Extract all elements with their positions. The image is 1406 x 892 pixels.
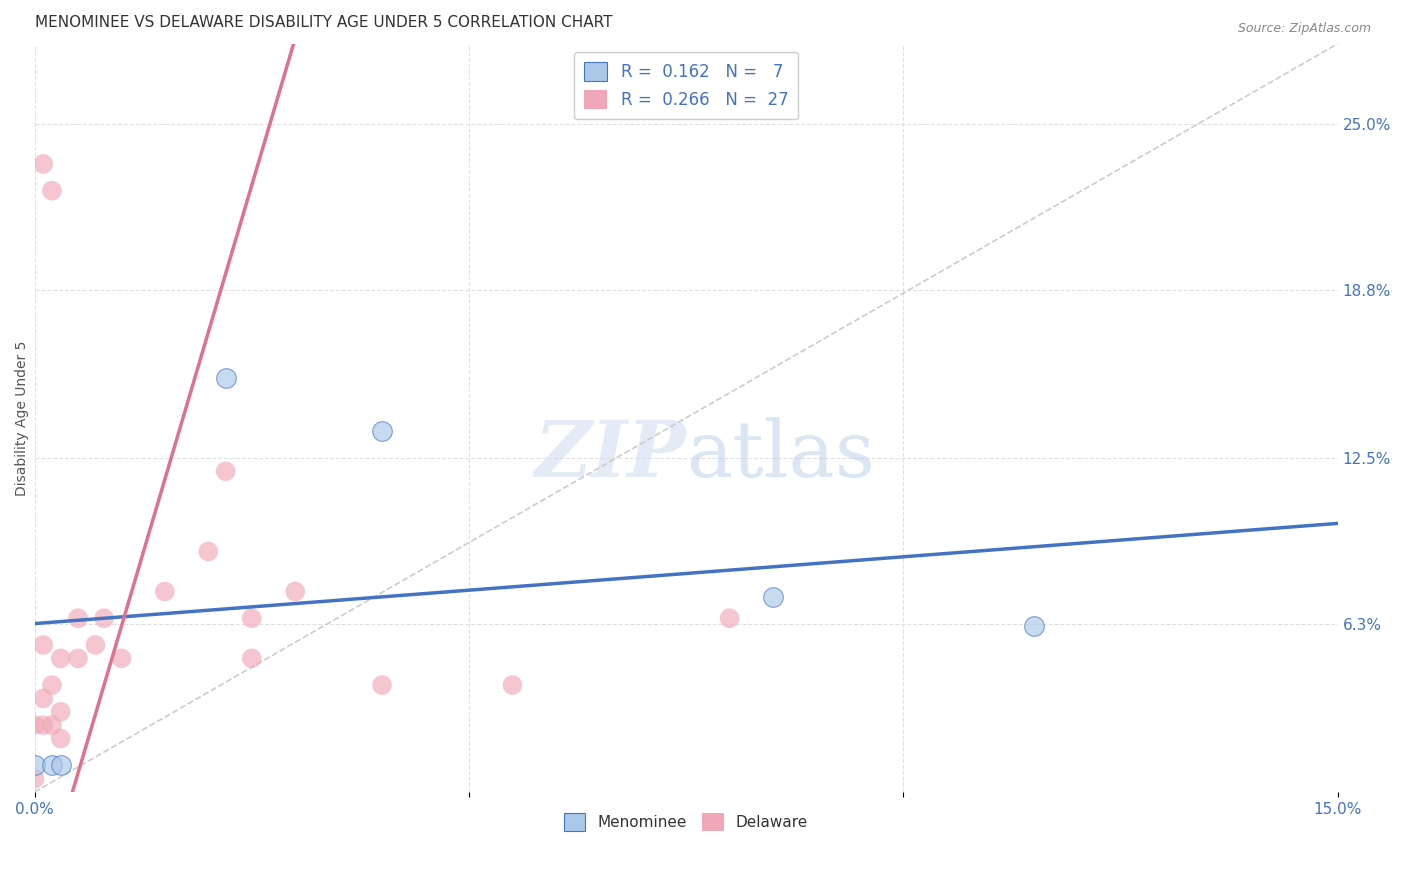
Point <box>32 638 55 652</box>
Point <box>32 718 55 732</box>
Point <box>110 651 132 665</box>
Point <box>24 772 46 786</box>
Point <box>215 370 238 384</box>
Point <box>49 731 72 746</box>
Point <box>153 584 176 599</box>
Y-axis label: Disability Age Under 5: Disability Age Under 5 <box>15 340 30 495</box>
Point <box>49 758 72 772</box>
Point <box>197 544 219 558</box>
Point <box>32 691 55 706</box>
Point <box>66 651 89 665</box>
Text: MENOMINEE VS DELAWARE DISABILITY AGE UNDER 5 CORRELATION CHART: MENOMINEE VS DELAWARE DISABILITY AGE UND… <box>35 15 612 30</box>
Point <box>93 611 115 625</box>
Text: ZIP: ZIP <box>534 417 686 493</box>
Point <box>32 157 55 171</box>
Legend: Menominee, Delaware: Menominee, Delaware <box>558 807 814 837</box>
Point <box>24 758 46 772</box>
Point <box>284 584 307 599</box>
Point <box>371 678 394 692</box>
Point <box>240 651 263 665</box>
Point <box>41 678 63 692</box>
Point <box>41 184 63 198</box>
Text: atlas: atlas <box>686 417 875 493</box>
Point <box>41 758 63 772</box>
Point <box>49 705 72 719</box>
Point <box>240 611 263 625</box>
Point <box>501 678 523 692</box>
Point <box>41 718 63 732</box>
Point <box>24 718 46 732</box>
Point <box>84 638 107 652</box>
Point <box>66 611 89 625</box>
Point <box>1022 619 1045 633</box>
Point <box>215 464 238 478</box>
Point <box>718 611 741 625</box>
Point <box>49 651 72 665</box>
Text: Source: ZipAtlas.com: Source: ZipAtlas.com <box>1237 22 1371 36</box>
Point <box>371 424 394 438</box>
Point <box>762 590 785 604</box>
